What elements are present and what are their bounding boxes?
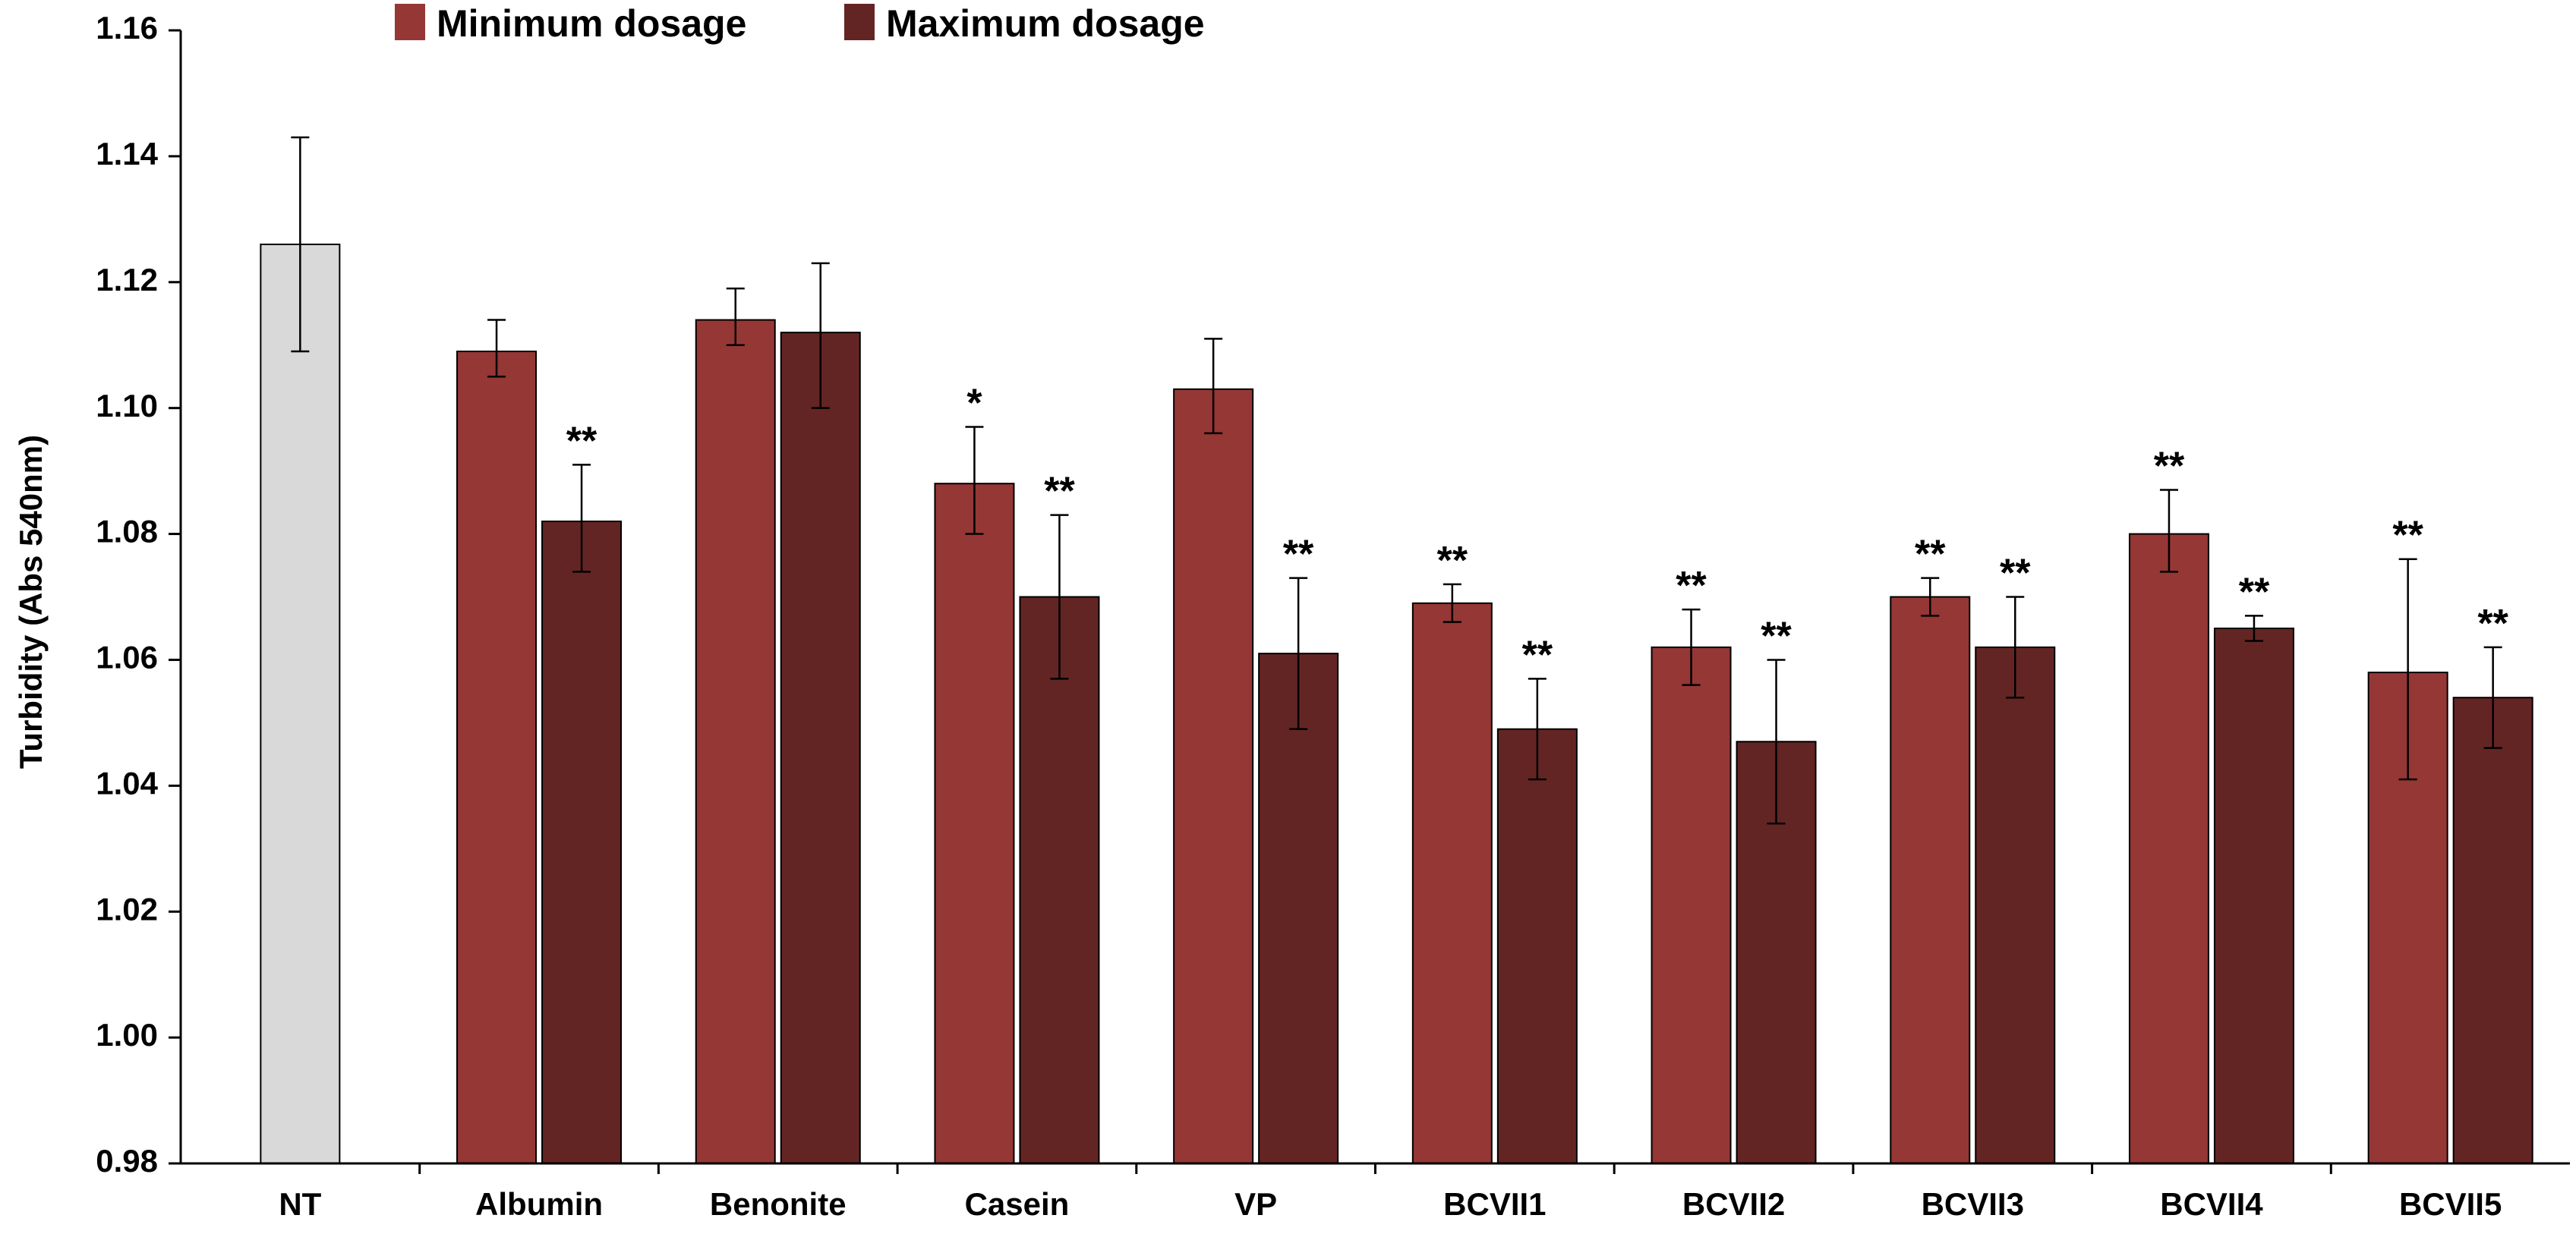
significance-label: **: [1676, 564, 1707, 608]
significance-label: **: [566, 419, 597, 463]
y-tick-label: 1.02: [96, 891, 158, 927]
y-tick-label: 1.08: [96, 514, 158, 549]
x-tick-label: Benonite: [710, 1186, 847, 1222]
x-axis-labels: NT Albumin Benonite Casein VP BCVII1 BCVII2 BCV…: [279, 1163, 2502, 1222]
bar-min: [1173, 388, 1254, 1164]
significance-label: **: [1761, 614, 1792, 658]
y-tick-label: 1.14: [96, 136, 158, 172]
bar-max: [1496, 728, 1578, 1164]
significance-label: **: [1915, 533, 1946, 577]
error-bars: [291, 136, 2502, 825]
significance-label: **: [2000, 552, 2031, 596]
x-tick-label: BCVII3: [1922, 1186, 2024, 1222]
x-tick-label: BCVII4: [2160, 1186, 2263, 1222]
y-tick-label: 1.12: [96, 262, 158, 297]
bar-min: [1411, 602, 1493, 1164]
bar-min: [456, 351, 538, 1164]
significance-label: **: [2477, 602, 2508, 646]
significance-label: **: [1283, 533, 1314, 577]
legend-label-minimum: Minimum dosage: [437, 2, 746, 45]
significance-label: **: [2239, 570, 2270, 614]
x-tick-label: BCVII5: [2399, 1186, 2502, 1222]
significance-label: **: [1522, 633, 1553, 677]
legend-swatch-maximum: [844, 4, 875, 40]
y-axis-ticks: 0.98 1.00 1.02 1.04 1.06 1.08 1.10 1.12 1.14 1.16: [96, 10, 181, 1179]
significance-label: **: [1437, 539, 1468, 583]
y-tick-label: 0.98: [96, 1143, 158, 1179]
x-tick-label: NT: [279, 1186, 321, 1222]
x-tick-label: Albumin: [475, 1186, 603, 1222]
y-tick-label: 1.16: [96, 10, 158, 46]
x-tick-label: Casein: [965, 1186, 1070, 1222]
significance-label: **: [2154, 444, 2185, 488]
significance-markers: ******* ********** **********: [566, 382, 2509, 678]
significance-label: **: [1044, 470, 1075, 514]
bar-max: [1019, 596, 1100, 1164]
bar-max: [2213, 627, 2294, 1164]
bar-max: [541, 520, 623, 1164]
y-tick-label: 1.00: [96, 1017, 158, 1053]
y-tick-label: 1.10: [96, 388, 158, 423]
bar-max: [780, 332, 861, 1165]
y-tick-label: 1.06: [96, 640, 158, 675]
y-tick-label: 1.04: [96, 765, 158, 801]
legend: Minimum dosage Maximum dosage: [395, 2, 1205, 45]
bar-nt: [260, 244, 341, 1164]
bar-min: [2128, 533, 2209, 1164]
bar-min: [934, 483, 1015, 1164]
significance-label: **: [2392, 514, 2423, 558]
bar-min: [695, 319, 776, 1164]
legend-label-maximum: Maximum dosage: [886, 2, 1205, 45]
bar-max: [2452, 697, 2533, 1164]
x-tick-label: BCVII1: [1443, 1186, 1546, 1222]
bar-min: [1890, 596, 1971, 1164]
x-tick-label: VP: [1234, 1186, 1277, 1222]
bars: [260, 244, 2533, 1165]
y-axis-title: Turbidity (Abs 540nm): [13, 435, 49, 769]
significance-label: *: [966, 382, 982, 426]
bar-max: [1975, 646, 2056, 1164]
legend-swatch-minimum: [395, 4, 425, 40]
x-tick-label: BCVII2: [1682, 1186, 1785, 1222]
bar-min: [1651, 646, 1732, 1164]
